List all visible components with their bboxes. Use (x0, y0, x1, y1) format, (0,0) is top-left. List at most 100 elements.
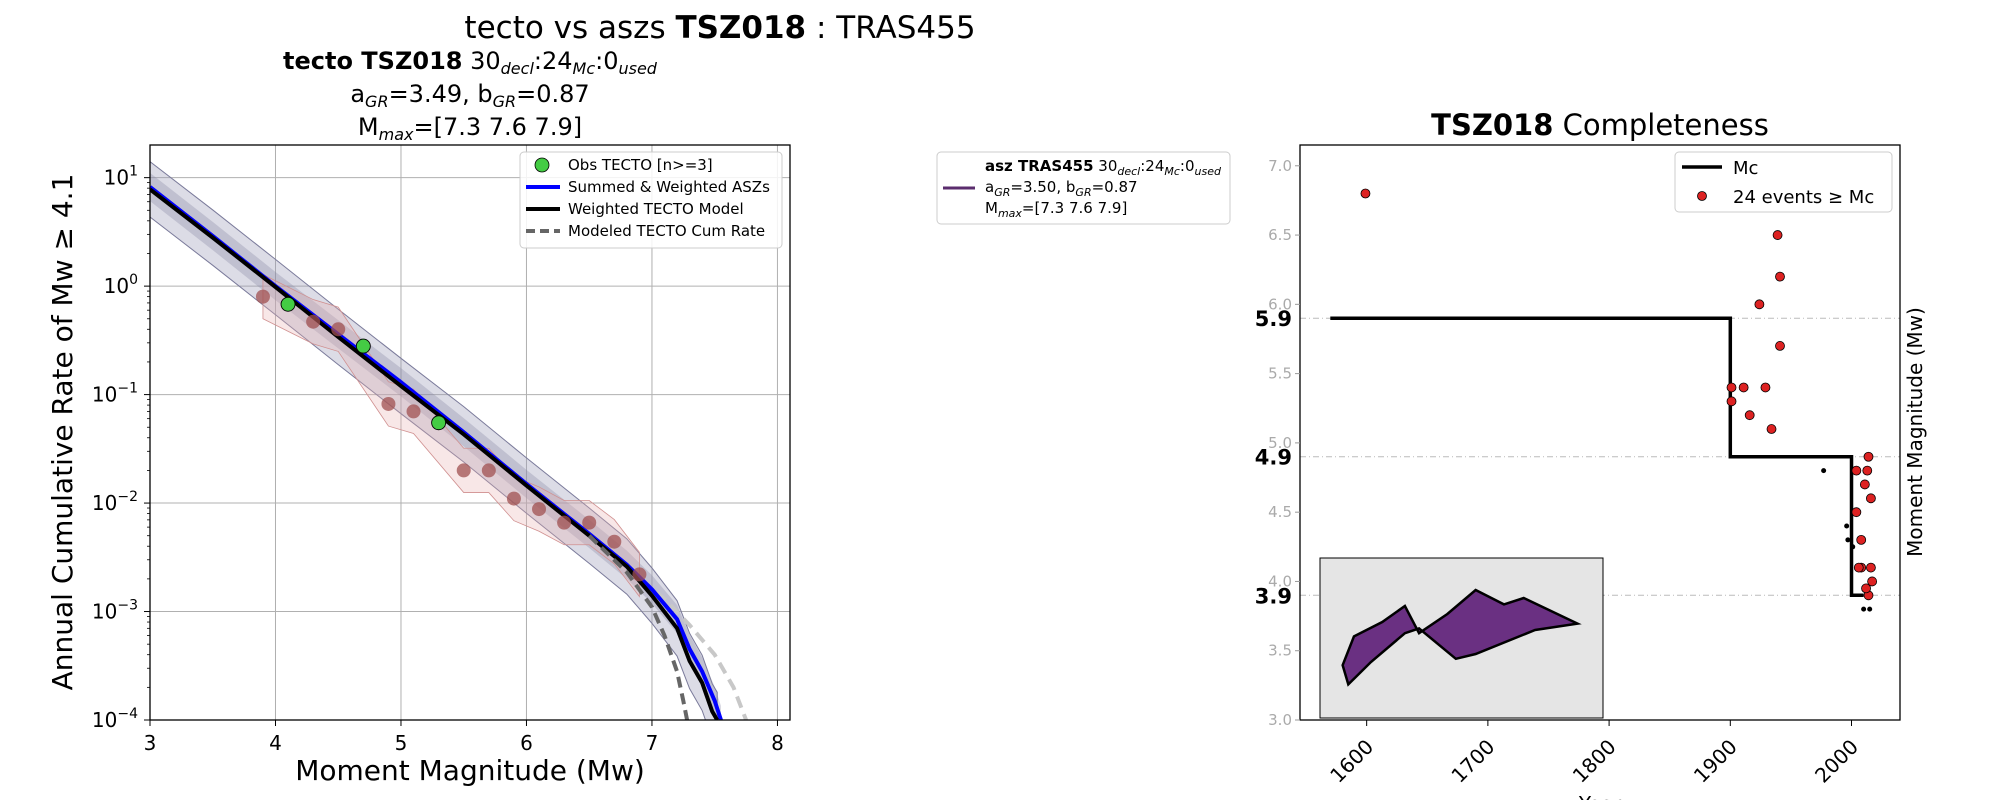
event-point (1726, 396, 1737, 407)
right-y-tick-label: 3.5 (1268, 642, 1292, 660)
obs-point (406, 404, 421, 419)
event-point (1744, 410, 1755, 421)
legend-dashed-label: Modeled TECTO Cum Rate (568, 222, 765, 240)
legend-event-dot (1697, 191, 1707, 201)
y-tick-label: 10−1 (92, 381, 138, 407)
right-y-tick-label: 4.0 (1268, 572, 1292, 590)
event-point (1863, 451, 1874, 462)
event-point (1851, 507, 1862, 518)
svg-text:Mmax=[7.3 7.6 7.9]: Mmax=[7.3 7.6 7.9] (985, 199, 1127, 220)
event-point (1866, 493, 1876, 504)
event-point (1859, 479, 1870, 490)
mc-value-label: 3.9 (1255, 584, 1292, 608)
obs-point (557, 515, 572, 530)
x-tick-label: 3 (144, 731, 157, 755)
left-grid (149, 145, 790, 721)
zone-map-inset (1319, 557, 1604, 719)
event-below-mc (1850, 544, 1856, 550)
left-series (150, 185, 748, 720)
event-point (1772, 230, 1783, 240)
left-x-axis-label: Moment Magnitude (Mw) (295, 754, 645, 787)
x-tick-label: 7 (646, 731, 659, 755)
x-tick-label: 6 (520, 731, 533, 755)
right-y-axis-label: Moment Magnitude (Mw) (1903, 307, 1927, 557)
event-below-mc (1845, 537, 1851, 543)
right-x-tick-label: 1700 (1446, 735, 1499, 788)
obs-point (632, 567, 647, 582)
svg-text:aGR=3.49, bGR=0.87: aGR=3.49, bGR=0.87 (350, 80, 589, 111)
mc-step-path (1330, 316, 1864, 598)
svg-text:tecto TSZ018 30decl:24Mc:0use: tecto TSZ018 30decl:24Mc:0used (283, 47, 658, 78)
legend-obs-marker (534, 157, 550, 173)
obs-point (381, 396, 396, 411)
right-panel-title: TSZ018 Completeness (1431, 108, 1769, 142)
event-point (1862, 465, 1873, 476)
obs-point (607, 534, 622, 549)
obs-point (331, 322, 346, 337)
obs-tecto-point (280, 296, 296, 312)
figure-suptitle: tecto vs aszs TSZ018 : TRAS455 (464, 10, 975, 46)
left-chart: 3 4 5 6 7 8 101 100 10−1 10−2 10−3 10−4 Moment Mag… (46, 144, 791, 787)
event-point (1867, 576, 1878, 587)
svg-text:asz TRAS455 30decl:24Mc:0used: asz TRAS455 30decl:24Mc:0used (985, 157, 1222, 178)
left-y-axis-label: Annual Cumulative Rate of Mw ≥ 4.1 (46, 174, 79, 691)
right-x-tick-label: 1600 (1325, 735, 1378, 788)
mc-step-line (1330, 316, 1864, 598)
right-y-tick-label: 5.0 (1268, 434, 1292, 452)
obs-point (456, 463, 471, 478)
zone-polygon (1341, 588, 1582, 687)
x-tick-label: 4 (269, 731, 282, 755)
right-y-tick-label: 6.0 (1268, 295, 1292, 313)
right-y-tick-label: 5.5 (1268, 365, 1292, 383)
mc-value-labels: 5.9 4.9 3.9 (1255, 307, 1292, 608)
right-y-ticks: 3.0 3.5 4.0 4.5 5.0 5.5 6.0 6.5 7.0 (1268, 157, 1300, 729)
right-chart: 3.0 3.5 4.0 4.5 5.0 5.5 6.0 6.5 7.0 5.9 4.9 3.9 16… (1255, 144, 1927, 800)
right-x-axis-label: Year (1578, 792, 1622, 800)
obs-point (255, 289, 270, 304)
right-x-tick-label: 2000 (1810, 735, 1863, 788)
y-tick-label: 10−4 (92, 706, 138, 732)
right-y-tick-label: 3.0 (1268, 711, 1292, 729)
obs-point (481, 463, 496, 478)
event-below-mc (1867, 606, 1873, 612)
right-legend: Mc 24 events ≥ Mc (1674, 151, 1893, 213)
event-point (1856, 534, 1867, 545)
y-tick-label: 100 (104, 272, 138, 298)
event-point (1861, 583, 1871, 594)
x-tick-label: 5 (395, 731, 408, 755)
legend-event-label: 24 events ≥ Mc (1733, 187, 1874, 208)
right-x-tick-label: 1900 (1689, 735, 1742, 788)
event-point (1726, 382, 1737, 393)
y-tick-label: 101 (104, 164, 138, 190)
y-tick-label: 10−3 (92, 598, 138, 624)
modeled-tecto-dashed-line (587, 534, 690, 720)
asz-legend: asz TRAS455 30decl:24Mc:0used aGR=3.50, … (936, 151, 1231, 225)
event-point (1866, 562, 1876, 573)
right-y-tick-label: 6.5 (1268, 226, 1292, 244)
obs-point (582, 515, 597, 530)
right-x-ticks: 1600 1700 1800 1900 2000 (1325, 720, 1863, 788)
event-point (1738, 382, 1749, 393)
obs-tecto-point (431, 415, 447, 431)
event-below-mc (1861, 606, 1867, 612)
left-points (255, 289, 647, 582)
event-below-mc (1821, 468, 1827, 474)
mc-value-label: 4.9 (1255, 446, 1292, 470)
event-below-mc (1844, 523, 1850, 529)
event-point (1760, 382, 1771, 393)
event-point (1853, 562, 1864, 573)
mc-value-label: 5.9 (1255, 307, 1292, 331)
svg-text:Mmax=[7.3 7.6 7.9]: Mmax=[7.3 7.6 7.9] (358, 113, 582, 144)
left-panel-title: tecto TSZ018 30decl:24Mc:0used aGR=3.49,… (283, 47, 658, 144)
legend-black-label: Weighted TECTO Model (568, 200, 744, 218)
event-points (1360, 188, 1878, 612)
obs-point (306, 314, 321, 329)
obs-point (506, 491, 521, 506)
right-x-tick-label: 1800 (1568, 735, 1621, 788)
legend-mc-label: Mc (1733, 158, 1758, 179)
right-y-tick-label: 7.0 (1268, 157, 1292, 175)
left-legend: Obs TECTO [n>=3] Summed & Weighted ASZs … (519, 151, 783, 249)
y-tick-label: 10−2 (92, 489, 138, 515)
left-y-ticks: 101 100 10−1 10−2 10−3 10−4 (92, 164, 150, 732)
